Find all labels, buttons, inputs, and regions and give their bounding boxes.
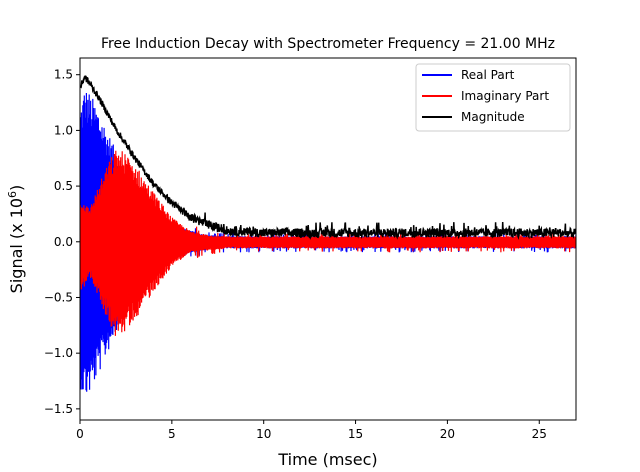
x-tick-label: 10 — [256, 427, 271, 441]
legend-box — [415, 63, 571, 132]
legend: Real Part Imaginary Part Magnitude — [415, 63, 571, 132]
y-axis-label-exponent: 6 — [6, 191, 19, 198]
y-axis-label: Signal (x 106) — [6, 185, 26, 294]
y-axis-ticks: −1.5 −1.0 −0.5 0.0 0.5 1.0 1.5 — [44, 68, 80, 416]
series-magnitude — [80, 75, 576, 241]
y-tick-label: 0.0 — [54, 235, 73, 249]
y-tick-label: −1.0 — [44, 346, 73, 360]
plot-frame — [79, 57, 577, 421]
y-tick-label: 0.5 — [54, 179, 73, 193]
x-tick-label: 0 — [76, 427, 84, 441]
chart-title: Free Induction Decay with Spectrometer F… — [101, 36, 555, 52]
x-tick-label: 25 — [532, 427, 547, 441]
x-tick-label: 5 — [168, 427, 176, 441]
x-tick-label: 20 — [440, 427, 455, 441]
x-axis-ticks: 0 5 10 15 20 25 — [76, 420, 547, 441]
y-tick-label: −0.5 — [44, 290, 73, 304]
series-imaginary-part — [80, 150, 576, 336]
legend-label: Imaginary Part — [461, 89, 549, 103]
y-tick-label: −1.5 — [44, 402, 73, 416]
x-tick-label: 15 — [348, 427, 363, 441]
y-axis-label-close: ) — [7, 185, 26, 191]
y-axis-label-main: Signal (x 10 — [7, 198, 26, 293]
y-tick-label: 1.0 — [54, 123, 73, 137]
x-axis-label: Time (msec) — [277, 450, 377, 469]
legend-label: Magnitude — [461, 110, 525, 124]
legend-label: Real Part — [461, 68, 515, 82]
y-tick-label: 1.5 — [54, 68, 73, 82]
series-layer — [80, 75, 576, 392]
